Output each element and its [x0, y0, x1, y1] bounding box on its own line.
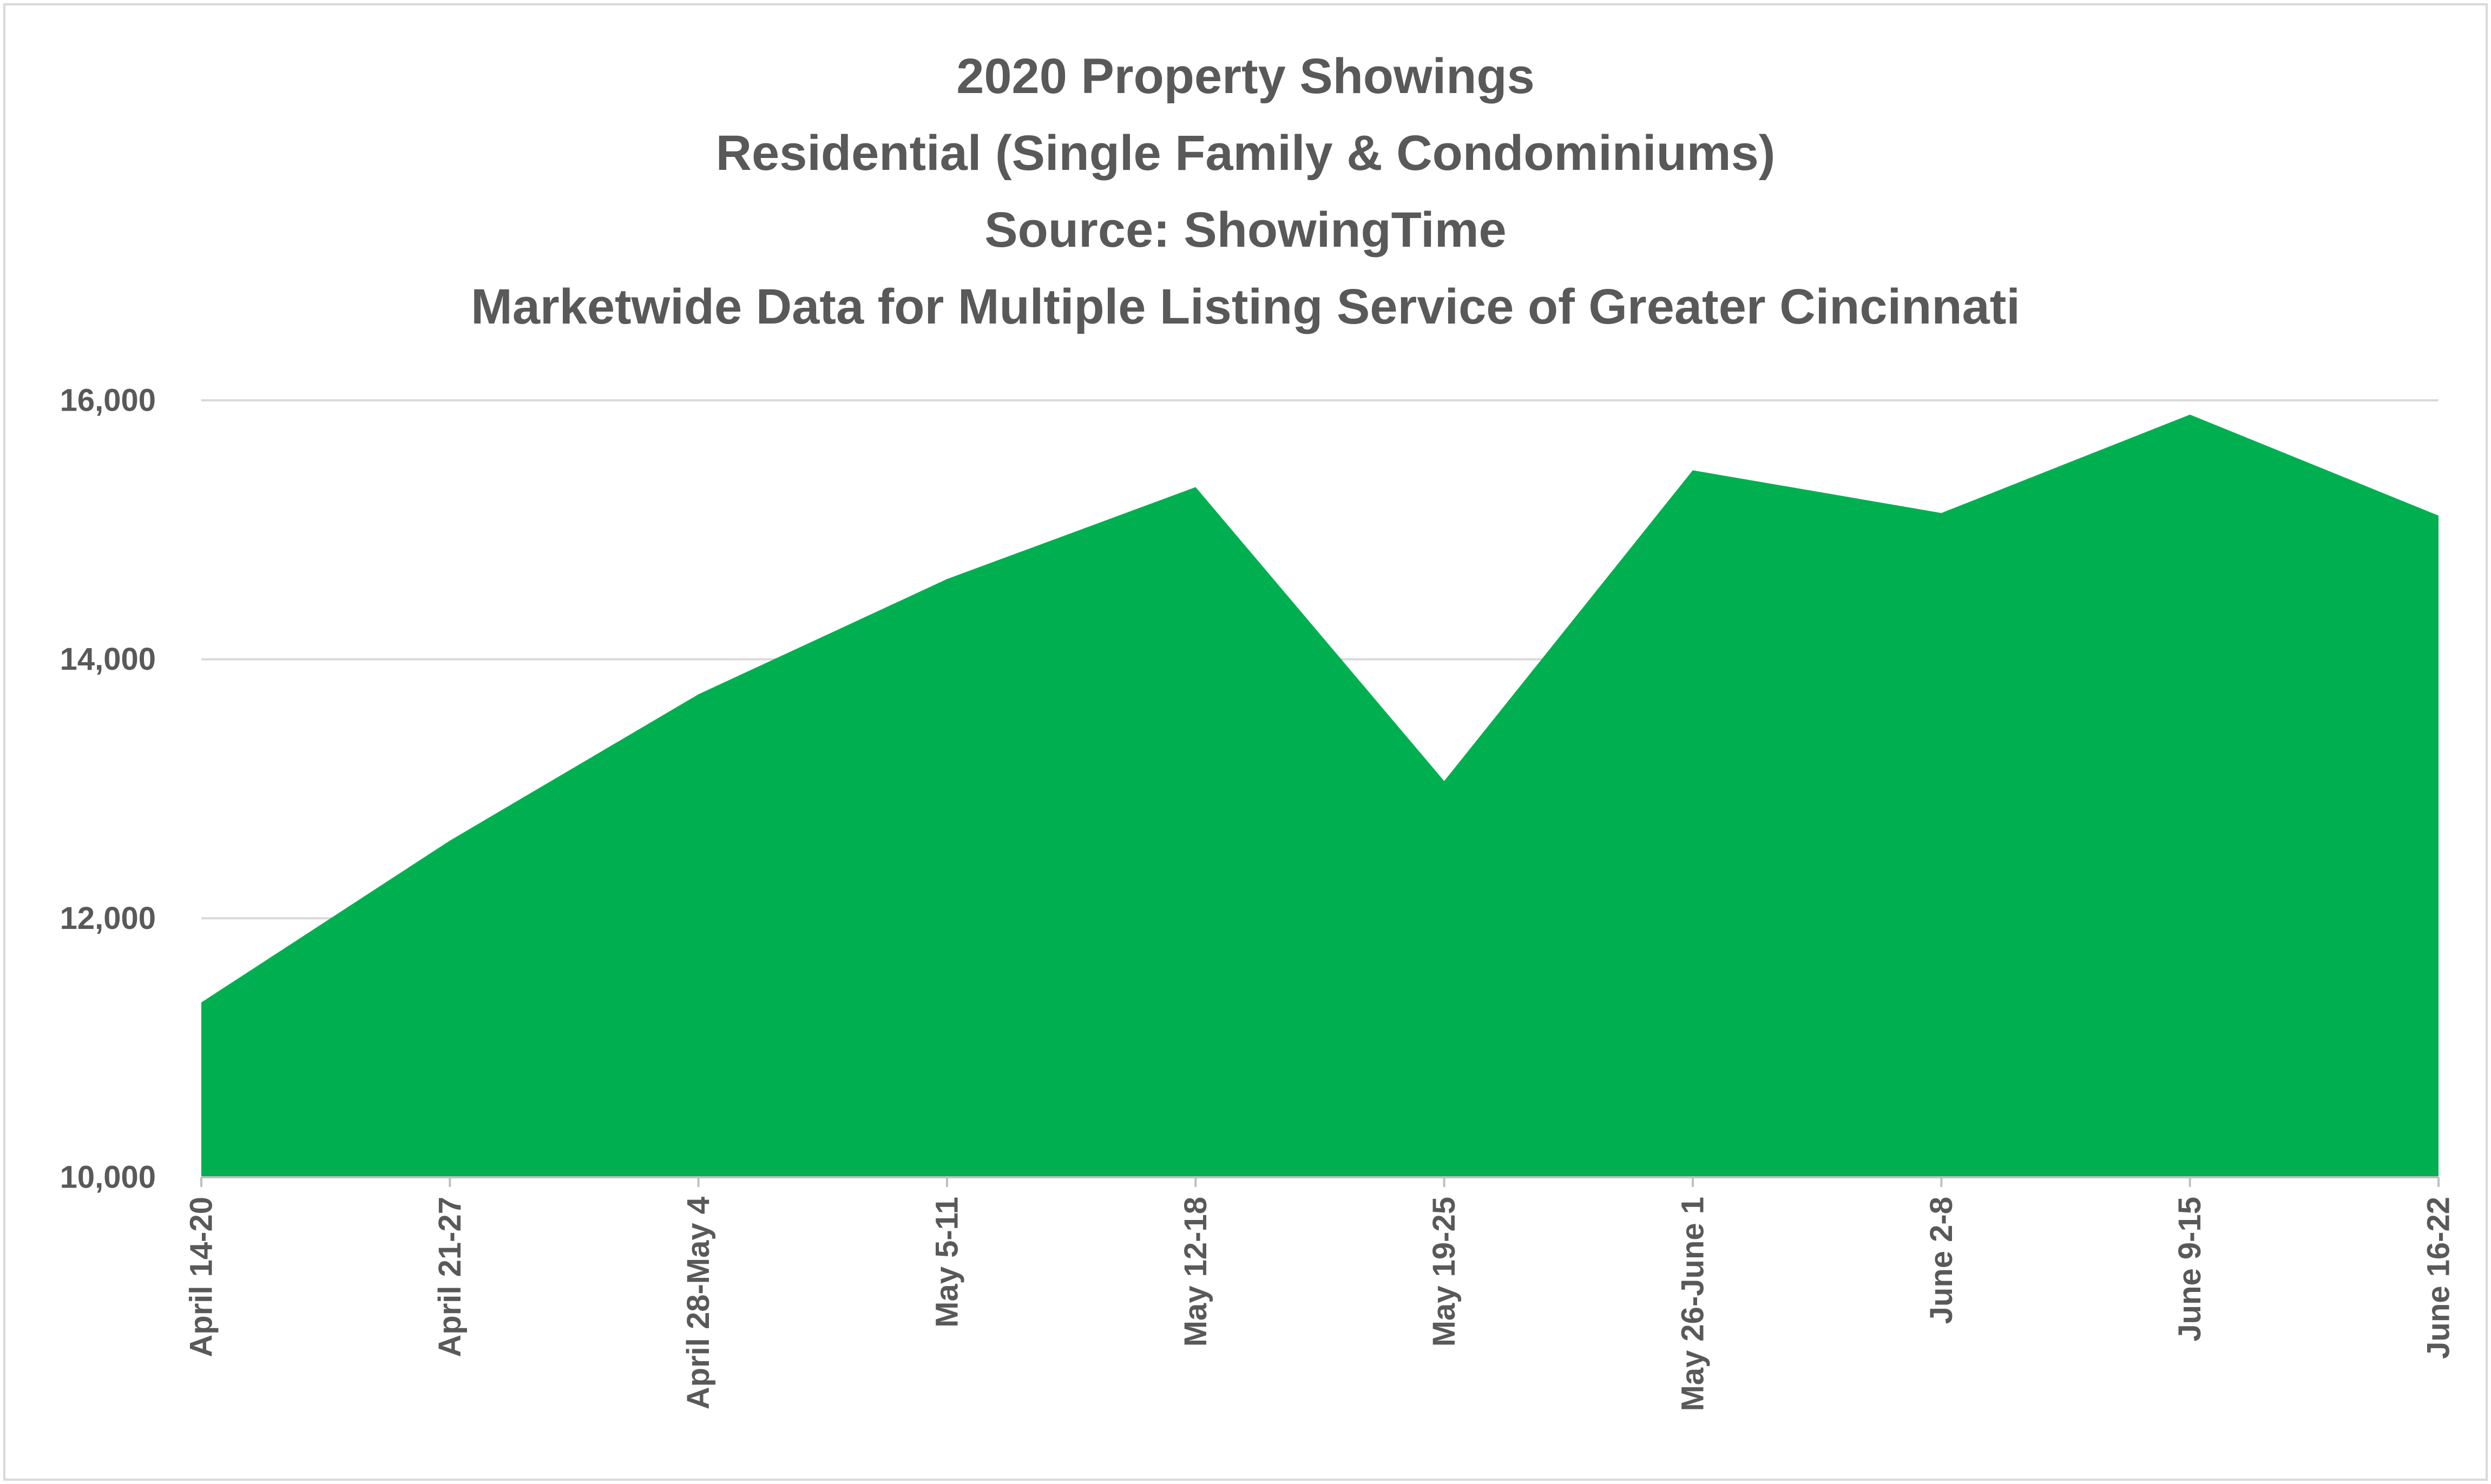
y-tick-label: 12,000	[60, 901, 156, 936]
x-axis-tick-labels: April 14-20 April 21-27 April 28-May 4 May …	[184, 1197, 2456, 1412]
y-tick-label: 14,000	[60, 642, 156, 677]
data-point-april-28-may-4	[698, 694, 699, 695]
y-tick-label: 10,000	[60, 1160, 156, 1195]
data-point-april-21-27	[449, 840, 450, 841]
x-tick-label: May 19-25	[1427, 1197, 1462, 1347]
x-tick-label: April 14-20	[184, 1197, 219, 1357]
data-point-june-2-8	[1941, 512, 1942, 513]
x-tick-label: April 28-May 4	[681, 1197, 716, 1409]
chart-title-line-4: Marketwide Data for Multiple Listing Ser…	[471, 279, 2020, 334]
area-fill	[201, 414, 2439, 1177]
y-tick-label: 16,000	[60, 383, 156, 418]
chart-title-line-3: Source: ShowingTime	[984, 202, 1507, 258]
data-point-june-16-22	[2438, 515, 2439, 516]
y-axis-tick-labels: 10,000 12,000 14,000 16,000	[60, 383, 156, 1195]
x-tick-label: May 12-18	[1178, 1197, 1213, 1347]
x-tick-label: May 5-11	[930, 1197, 965, 1328]
data-point-may-19-25	[1444, 781, 1445, 782]
x-tick-label: June 16-22	[2421, 1197, 2456, 1359]
x-tick-label: May 26-June 1	[1675, 1197, 1711, 1412]
area-series	[201, 414, 2439, 1177]
x-tick-label: April 21-27	[432, 1197, 468, 1357]
data-point-may-26-june-1	[1692, 470, 1693, 471]
data-point-june-9-15	[2190, 414, 2191, 415]
x-axis	[200, 1176, 2440, 1187]
chart-title-line-1: 2020 Property Showings	[956, 49, 1535, 104]
data-point-may-5-11	[947, 578, 948, 579]
data-point-april-14-20	[201, 1002, 202, 1003]
chart-title: 2020 Property Showings Residential (Sing…	[0, 38, 2491, 345]
x-tick-label: June 9-15	[2172, 1197, 2207, 1342]
chart-title-line-2: Residential (Single Family & Condominium…	[715, 126, 1776, 181]
data-point-may-12-18	[1195, 486, 1196, 487]
x-tick-label: June 2-8	[1924, 1197, 1959, 1324]
